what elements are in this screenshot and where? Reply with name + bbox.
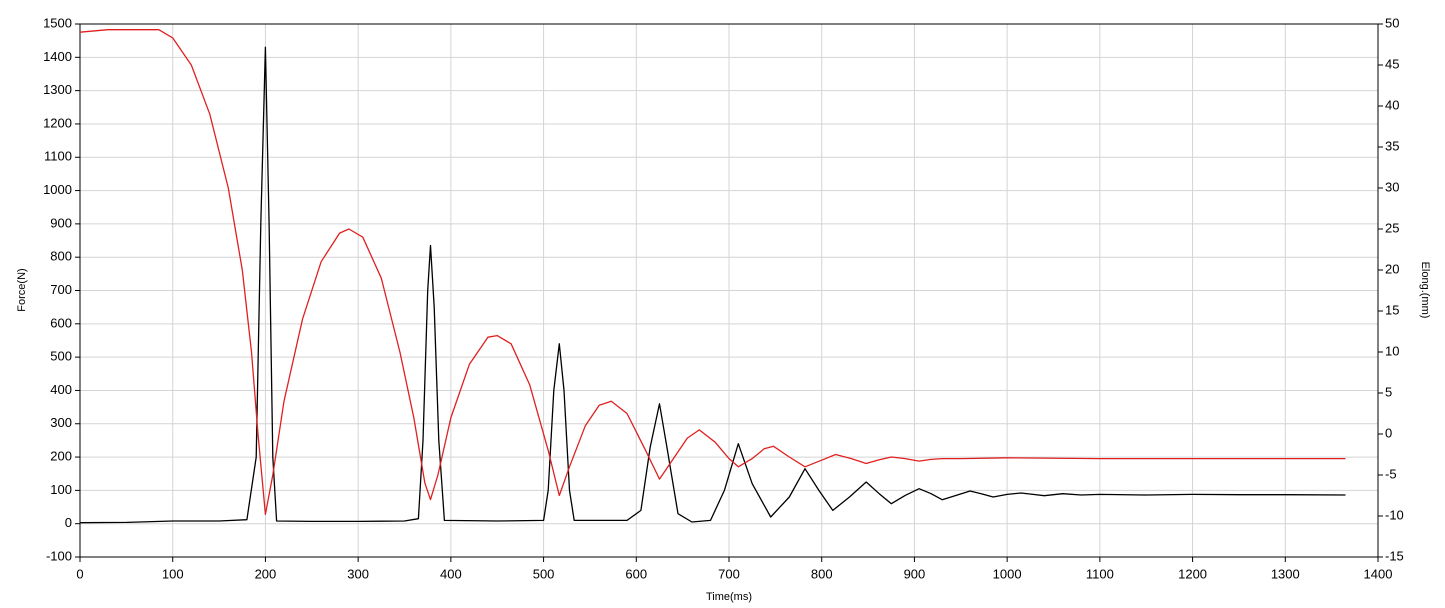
x-tick-label: 1000 xyxy=(993,566,1022,581)
plot-frame xyxy=(79,23,1379,558)
y-tick-label: 1400 xyxy=(43,49,72,64)
y2-tick-label: 25 xyxy=(1385,220,1399,235)
y-tick-label: 100 xyxy=(50,482,72,497)
x-axis-label: Time(ms) xyxy=(706,591,752,603)
data-line xyxy=(79,29,1346,516)
y-tick-label: 700 xyxy=(50,282,72,297)
y-tick-label: 1200 xyxy=(43,115,72,130)
y-tick-label: 1100 xyxy=(44,149,72,164)
y2-tick-label: 30 xyxy=(1385,179,1399,194)
y2-tick-label: 5 xyxy=(1385,384,1392,399)
y2-axis-label: Elong.(mm) xyxy=(1419,262,1431,319)
y-tick-label: 200 xyxy=(50,449,72,464)
y2-tick-label: 0 xyxy=(1385,425,1392,440)
x-tick-label: 0 xyxy=(76,566,83,581)
data-line xyxy=(79,46,1346,524)
x-tick-label: 300 xyxy=(347,566,369,581)
y2-tick-label: 15 xyxy=(1385,302,1399,317)
y2-tick-label: -10 xyxy=(1385,507,1404,522)
x-tick-label: 700 xyxy=(718,566,740,581)
y-tick-label: 1300 xyxy=(43,82,72,97)
y-tick-label: 800 xyxy=(50,249,72,264)
x-tick-label: 1100 xyxy=(1086,566,1114,581)
y-tick-label: 400 xyxy=(50,382,72,397)
y2-tick-label: -5 xyxy=(1385,466,1397,481)
y-tick-label: 1000 xyxy=(43,182,72,197)
y2-tick-label: 10 xyxy=(1385,343,1399,358)
x-tick-label: 1400 xyxy=(1364,566,1393,581)
x-tick-label: 800 xyxy=(811,566,833,581)
y2-tick-label: 20 xyxy=(1385,261,1399,276)
x-tick-label: 1200 xyxy=(1178,566,1207,581)
y2-tick-label: 40 xyxy=(1385,97,1399,112)
y2-tick-label: 45 xyxy=(1385,56,1399,71)
x-tick-label: 400 xyxy=(440,566,462,581)
x-tick-label: 900 xyxy=(904,566,926,581)
x-tick-label: 1300 xyxy=(1271,566,1300,581)
y-tick-label: 1500 xyxy=(43,15,72,30)
x-tick-label: 600 xyxy=(625,566,647,581)
y-tick-label: 0 xyxy=(65,515,72,530)
x-tick-label: 200 xyxy=(255,566,277,581)
x-tick-label: 100 xyxy=(162,566,184,581)
y-tick-label: 300 xyxy=(50,415,72,430)
y2-tick-label: 35 xyxy=(1385,138,1399,153)
y-axis-label: Force(N) xyxy=(16,268,28,311)
y2-tick-label: -15 xyxy=(1385,548,1404,563)
y-tick-label: 500 xyxy=(50,349,72,364)
y-tick-label: 600 xyxy=(50,315,72,330)
y2-tick-label: 50 xyxy=(1385,15,1399,30)
y-tick-label: -100 xyxy=(46,548,72,563)
y-tick-label: 900 xyxy=(50,215,72,230)
x-tick-label: 500 xyxy=(533,566,555,581)
